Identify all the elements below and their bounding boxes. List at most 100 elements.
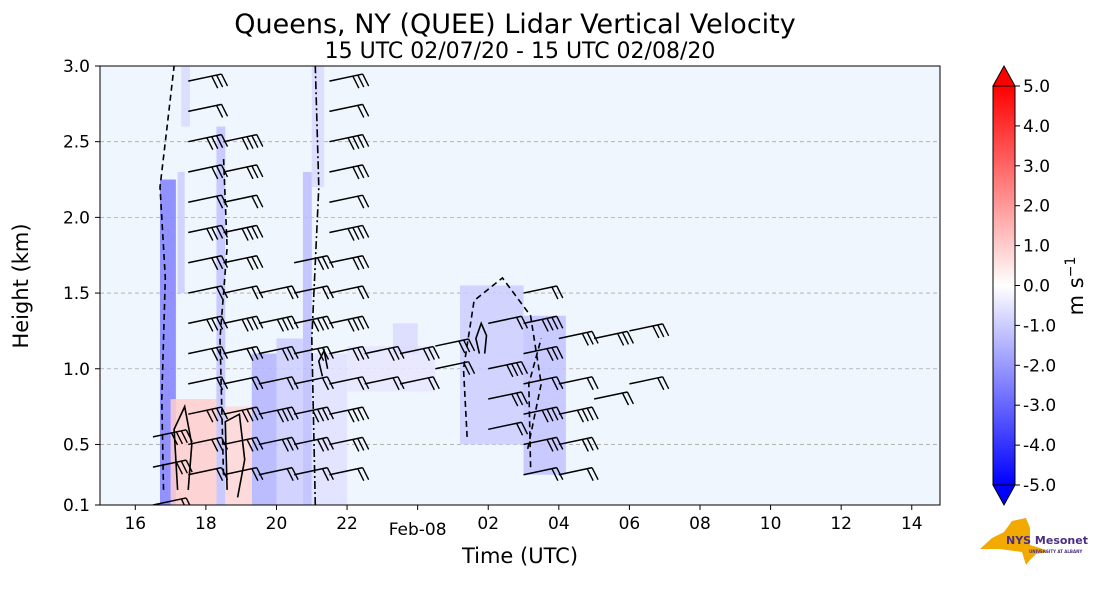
velocity-field bbox=[160, 66, 566, 505]
wind-barb-feather bbox=[215, 317, 224, 330]
wind-barb-feather bbox=[256, 255, 264, 269]
wind-barb-feather bbox=[362, 406, 370, 420]
wind-barb-shaft bbox=[293, 466, 328, 476]
wind-barb-feather bbox=[215, 438, 224, 451]
wind-barb-feather bbox=[551, 347, 559, 360]
wind-barb-feather bbox=[556, 437, 564, 450]
wind-barb-feather bbox=[586, 377, 594, 391]
wind-barb-feather bbox=[352, 439, 360, 452]
wind-barb-feather bbox=[256, 285, 264, 299]
wind-barb-feather bbox=[581, 408, 589, 422]
wind-barb-feather bbox=[286, 347, 294, 360]
wind-barb-feather bbox=[241, 409, 249, 423]
colorbar-ticks: 5.0 4.0 3.0 2.0 1.0 0.0 -1.0 -2.0 -3.0 -4.0 -5.0 bbox=[1015, 77, 1056, 496]
velocity-contour bbox=[173, 404, 193, 490]
wind-barb-feather bbox=[326, 467, 335, 480]
wind-barb-shaft bbox=[188, 194, 222, 203]
wind-barb-shaft bbox=[593, 391, 628, 400]
wind-barb-feather bbox=[591, 406, 599, 420]
colorbar-tick-label: 2.0 bbox=[1023, 197, 1050, 217]
wind-barb-feather bbox=[392, 377, 400, 391]
wind-barb bbox=[293, 376, 335, 391]
wind-barb-feather bbox=[463, 362, 471, 376]
wind-barb-feather bbox=[251, 468, 259, 482]
wind-barb-feather bbox=[211, 318, 219, 331]
wind-barb-shaft bbox=[629, 376, 663, 385]
wind-barb-feather bbox=[362, 225, 370, 238]
wind-barb bbox=[488, 391, 529, 407]
wind-barb-feather bbox=[556, 346, 564, 359]
wind-barb bbox=[293, 315, 335, 332]
wind-barb-feather bbox=[541, 319, 549, 332]
wind-barb-feather bbox=[357, 468, 365, 482]
wind-barb-feather bbox=[256, 134, 264, 147]
wind-barb bbox=[258, 406, 299, 423]
wind-barb-feather bbox=[316, 348, 325, 361]
wind-barb-feather bbox=[170, 432, 179, 446]
wind-barb-feather bbox=[463, 339, 471, 353]
wind-barb-feather bbox=[556, 467, 564, 480]
wind-barb-feather bbox=[551, 468, 559, 482]
wind-barb-shaft bbox=[188, 406, 222, 415]
velocity-contour bbox=[462, 276, 543, 453]
wind-barb bbox=[258, 466, 299, 482]
x-tick-label: 14 bbox=[901, 514, 923, 534]
wind-barb-feather bbox=[352, 348, 360, 361]
wind-barb-feather bbox=[556, 406, 564, 420]
wind-barb-shaft bbox=[258, 345, 293, 355]
wind-barb-feather bbox=[241, 228, 249, 241]
wind-barb bbox=[523, 376, 564, 391]
velocity-cell bbox=[251, 353, 277, 505]
wind-barb-shaft bbox=[188, 133, 222, 143]
wind-barb bbox=[188, 224, 229, 241]
x-tick-label: 18 bbox=[195, 514, 217, 534]
wind-barb-feather bbox=[256, 467, 264, 480]
wind-barb-feather bbox=[546, 348, 554, 361]
wind-barb-feather bbox=[251, 195, 259, 209]
wind-barb-feather bbox=[467, 361, 476, 375]
wind-barb-feather bbox=[362, 467, 370, 480]
wind-barb-shaft bbox=[223, 224, 257, 234]
wind-barb-feather bbox=[357, 438, 365, 451]
wind-barb-shaft bbox=[223, 285, 257, 294]
x-tick-label: 02 bbox=[477, 514, 499, 534]
wind-barb bbox=[364, 345, 405, 361]
velocity-contour bbox=[310, 66, 320, 505]
wind-barb-feather bbox=[515, 422, 524, 436]
wind-barb-feather bbox=[175, 431, 184, 445]
wind-barb-shaft bbox=[223, 254, 257, 264]
wind-barb-feather bbox=[662, 323, 670, 337]
wind-barb-feather bbox=[458, 340, 466, 354]
wind-barb-feather bbox=[556, 376, 564, 390]
wind-barb-feather bbox=[511, 363, 519, 377]
chart-subtitle: 15 UTC 02/07/20 - 15 UTC 02/08/20 bbox=[325, 39, 716, 64]
wind-barb bbox=[629, 376, 670, 391]
wind-barb bbox=[223, 133, 264, 151]
wind-barb-shaft bbox=[223, 406, 257, 415]
x-tick-label: 20 bbox=[266, 514, 288, 534]
wind-barb bbox=[223, 376, 264, 391]
wind-barb-feather bbox=[246, 408, 254, 422]
wind-barb-feather bbox=[515, 392, 524, 406]
wind-barb-feather bbox=[511, 393, 519, 407]
y-tick-label: 1.5 bbox=[63, 284, 90, 304]
wind-barb-shaft bbox=[488, 360, 522, 370]
colorbar-label: m s−1 bbox=[1063, 257, 1088, 316]
wind-barb-shaft bbox=[188, 73, 222, 82]
y-tick-label: 3.0 bbox=[63, 57, 90, 77]
wind-barb-feather bbox=[281, 408, 289, 422]
plot-frame bbox=[99, 65, 941, 506]
wind-barb bbox=[558, 406, 599, 423]
wind-barb-shaft bbox=[329, 315, 363, 325]
wind-barb-feather bbox=[220, 315, 229, 329]
wind-barb-shaft bbox=[293, 254, 328, 264]
wind-barb-shaft bbox=[435, 338, 469, 347]
wind-barb-feather bbox=[215, 468, 224, 482]
wind-barb-shaft bbox=[523, 285, 557, 294]
wind-barb-feather bbox=[321, 377, 330, 391]
wind-barb-feather bbox=[321, 256, 330, 270]
wind-barb bbox=[558, 466, 599, 482]
wind-barb-feather bbox=[362, 194, 370, 208]
wind-barb-feather bbox=[286, 407, 294, 421]
wind-barb-feather bbox=[591, 467, 599, 480]
